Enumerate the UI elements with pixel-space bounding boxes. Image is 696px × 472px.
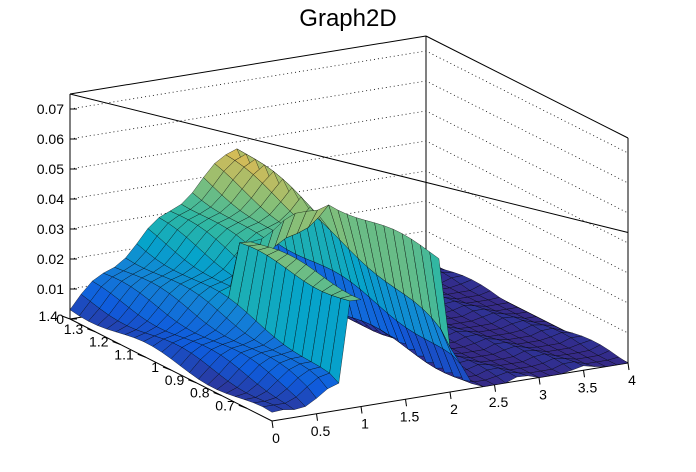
x-tick-mark [538,377,541,385]
z-tick-label: 0.06 [37,131,64,147]
surface-cell [340,295,362,302]
y-tick-mark [61,315,71,320]
y-tick-label: 0.7 [215,397,235,413]
y-tick-mark [188,379,197,384]
x-tick-mark [627,362,630,371]
chart-title: Graph2D [299,5,396,32]
y-tick-mark [213,392,222,396]
frame-diagonal [69,93,629,233]
x-tick-label: 3.5 [578,379,598,395]
x-tick-label: 1 [361,416,369,432]
grid-line [69,50,629,154]
x-tick-mark [316,413,318,421]
grid-line [69,80,629,184]
grid-line [69,110,629,214]
x-tick-label: 1.5 [400,408,420,424]
x-tick-mark [405,399,407,407]
y-tick-label: 1.4 [39,308,59,324]
z-tick-label: 0.01 [37,281,64,297]
z-tick-label: 0.07 [37,101,64,117]
back-top-edge [69,35,427,95]
z-tick-label: 0.03 [37,221,64,237]
y-tick-label: 1.2 [89,334,109,350]
z-tick-label: 0.04 [37,191,64,207]
y-tick-mark [87,328,96,333]
x-tick-label: 4 [628,372,636,388]
y-tick-mark [112,341,121,345]
surface-cell [607,356,629,365]
x-tick-mark [360,406,363,414]
y-tick-label: 1.1 [114,346,134,362]
x-tick-label: 0 [272,430,280,446]
y-tick-label: 1 [151,359,159,375]
x-tick-label: 3 [539,387,547,403]
x-tick-mark [271,420,274,429]
x-tick-mark [494,384,496,392]
surface-mesh [69,148,629,413]
y-tick-label: 0.8 [190,385,210,401]
back-top-edge [425,35,629,139]
z-tick-label: 0.02 [37,251,64,267]
y-tick-mark [162,366,172,371]
x-tick-mark [449,391,452,400]
x-tick-label: 0.5 [311,423,331,439]
y-tick-mark [137,353,146,358]
y-tick-mark [238,404,247,409]
y-tick-label: 1.3 [64,321,84,337]
z-tick-label: 0 [56,311,64,327]
x-tick-mark [583,370,585,378]
x-tick-label: 2 [450,401,458,417]
axis-ticks: 0 0.5 1 1.5 2 2.5 3 3.5 40.70.80.911.11.21.31.40… [37,101,636,446]
y-tick-label: 0.9 [165,372,185,388]
z-tick-label: 0.05 [37,161,64,177]
x-tick-label: 2.5 [489,394,509,410]
grid-line [69,140,629,244]
